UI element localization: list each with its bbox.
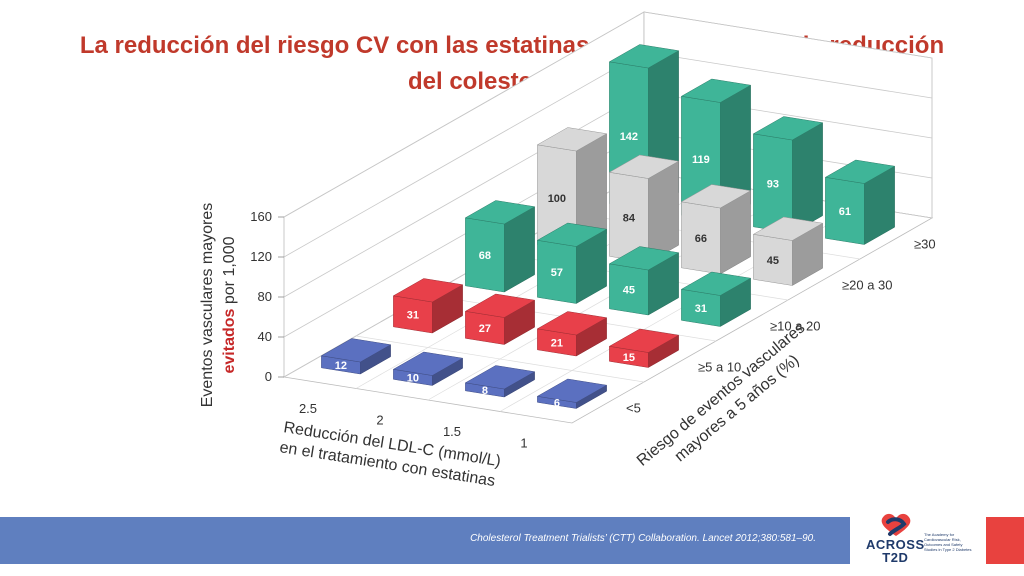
data-label: 6 [554, 397, 560, 409]
logo-wordmark: ACROSS T2D [866, 538, 925, 564]
data-label: 8 [482, 385, 488, 397]
gridline [283, 11, 933, 218]
z-tick-label: 40 [258, 329, 272, 344]
z-tick-label: 160 [250, 209, 272, 224]
citation-text: Cholesterol Treatment Trialists’ (CTT) C… [470, 533, 816, 544]
bar-top [464, 365, 536, 390]
bar-top [392, 351, 464, 376]
data-label: 45 [623, 284, 635, 296]
y-tick-label: ≥30 [914, 237, 936, 252]
bar-top [608, 44, 680, 69]
z-tick-label: 0 [265, 369, 272, 384]
data-label: 66 [695, 233, 707, 245]
bar-top [752, 216, 824, 241]
bar-top [824, 159, 896, 184]
bar-top [680, 271, 752, 296]
bar-top [464, 200, 536, 225]
y-tick-label: <5 [626, 401, 641, 416]
bar-top [608, 246, 680, 271]
z-tick-label: 120 [250, 249, 272, 264]
floor-gridline [355, 335, 645, 383]
bar-top [680, 78, 752, 103]
bar-top [608, 154, 680, 179]
logo-line-1: ACROSS [866, 537, 925, 552]
data-label: 27 [479, 323, 491, 335]
bar-side [648, 160, 679, 263]
z-tick-label: 80 [258, 289, 272, 304]
heart-ribbon-icon [881, 513, 911, 536]
y-tick-label: ≥5 a 10 [698, 360, 741, 375]
bar-top [464, 293, 536, 318]
bar-top [536, 378, 608, 403]
z-axis-title-line-2: evitados por 1,000 [221, 236, 238, 373]
data-label: 57 [551, 267, 563, 279]
data-label: 84 [623, 212, 636, 224]
bar-top [536, 222, 608, 247]
bar-top [320, 338, 392, 363]
x-tick-label: 1.5 [443, 424, 461, 439]
logo-line-2: T2D [882, 550, 909, 565]
footer-bar: Cholesterol Treatment Trialists’ (CTT) C… [0, 517, 850, 564]
logo-tagline: The Academy for Cardiovascular Risk, Out… [924, 532, 972, 552]
data-label: 12 [335, 360, 347, 372]
data-label: 142 [620, 131, 638, 143]
y-tick-label: ≥10 a 20 [770, 319, 821, 334]
x-tick-label: 2.5 [299, 401, 317, 416]
bar-top [680, 184, 752, 209]
data-label: 61 [839, 206, 851, 218]
z-axis-title-emphasis: evitados [221, 308, 238, 373]
data-label: 93 [767, 178, 779, 190]
data-label: 119 [692, 154, 710, 166]
bar-side [792, 122, 823, 234]
data-label: 31 [695, 303, 707, 315]
x-tick-label: 2 [376, 412, 383, 427]
bar-top [536, 311, 608, 336]
bar-top [608, 328, 680, 353]
data-label: 15 [623, 352, 635, 364]
data-label: 31 [407, 309, 419, 321]
across-t2d-logo: ACROSS T2D The Academy for Cardiovascula… [858, 512, 978, 570]
data-label: 100 [548, 193, 566, 205]
data-label: 45 [767, 255, 779, 267]
x-tick-label: 1 [520, 435, 527, 450]
footer-accent-block [986, 517, 1024, 564]
data-label: 21 [551, 337, 563, 349]
y-tick-label: ≥20 a 30 [842, 278, 893, 293]
data-label: 10 [407, 372, 419, 384]
bar-top [752, 116, 824, 141]
data-label: 68 [479, 250, 491, 262]
z-axis-title-line-1: Eventos vasculares mayores [199, 203, 216, 408]
z-axis-title-rest: por 1,000 [221, 236, 238, 308]
bar-top [536, 127, 608, 152]
chart-3d-bar: 0408012016014211993611008466456857453131… [199, 11, 936, 490]
bar-top [392, 278, 464, 303]
